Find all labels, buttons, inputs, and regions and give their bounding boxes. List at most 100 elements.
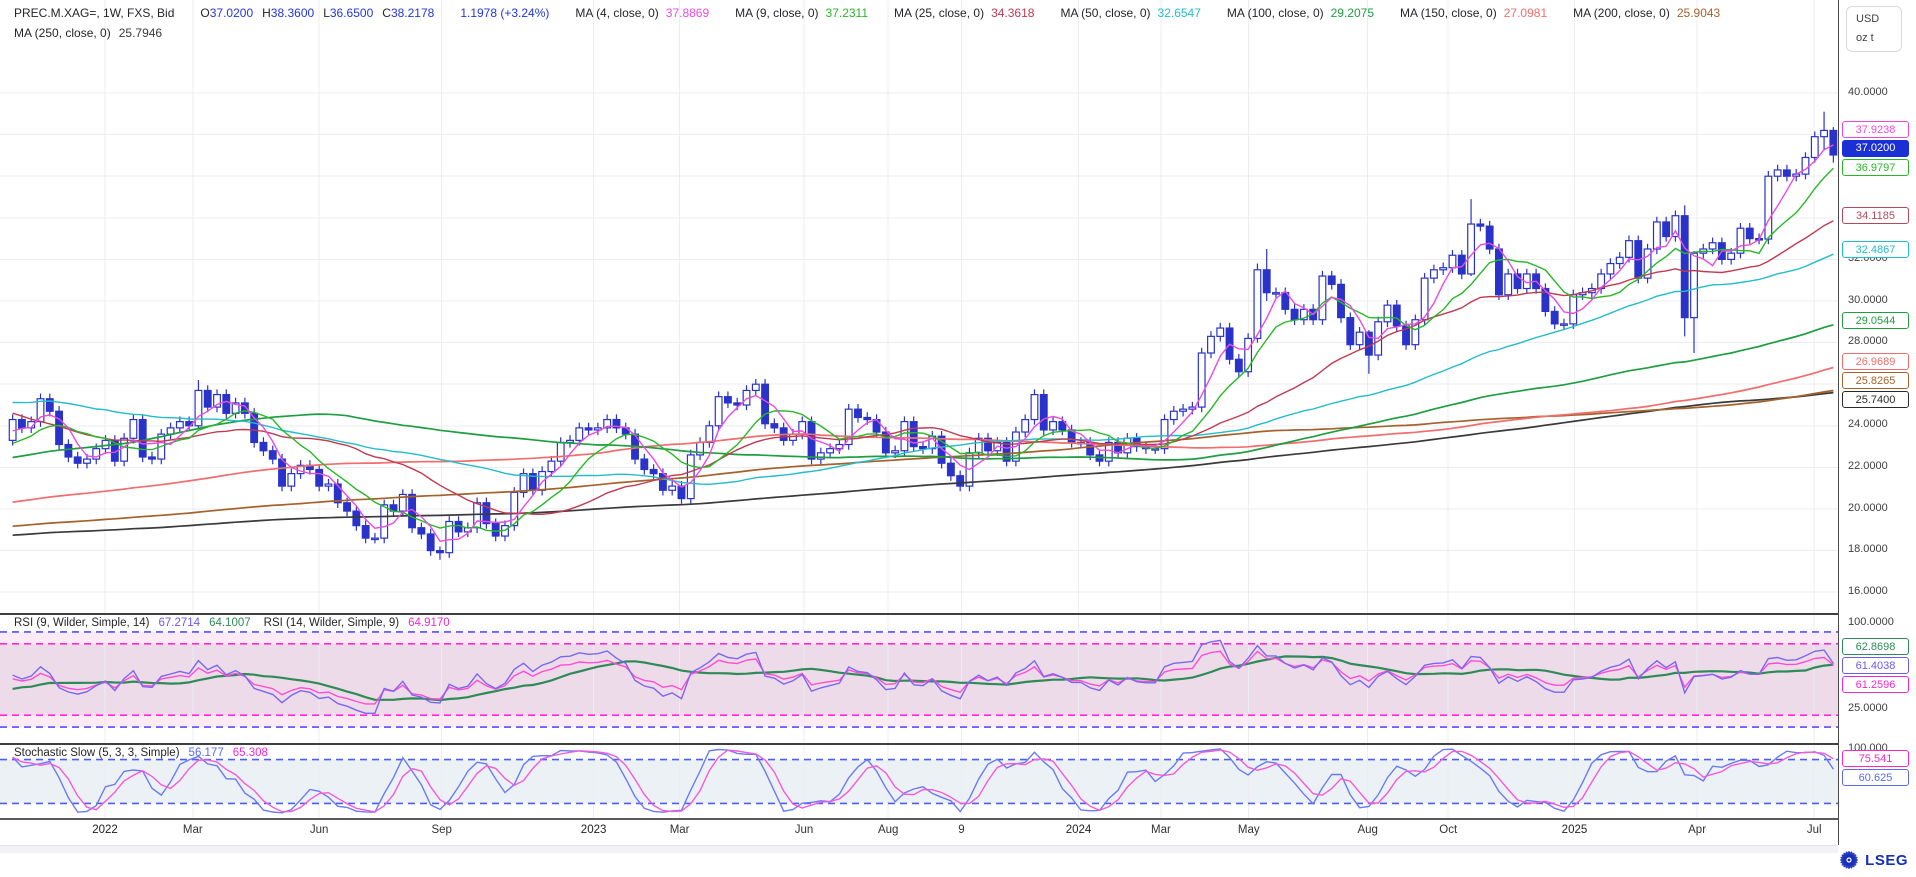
- ma-line-4: [12, 144, 1834, 542]
- time-axis-label: Aug: [1357, 824, 1378, 836]
- ma250-label: MA (250, close, 0): [14, 26, 111, 40]
- chart-legend-row1: PREC.M.XAG=, 1W, FXS, Bid O37.0200 H38.36…: [14, 6, 1720, 20]
- ma-line-50: [12, 253, 1834, 486]
- rsi-stoch-divider[interactable]: [0, 743, 1838, 745]
- y-tick-main: 28.0000: [1848, 335, 1888, 348]
- ma-legend-item-100: MA (100, close, 0) 29.2075: [1226, 6, 1375, 20]
- axis-badge: 60.625: [1842, 769, 1909, 787]
- y-tick-main: 18.0000: [1848, 543, 1888, 556]
- ma-legend-item-9: MA (9, close, 0) 37.2311: [735, 6, 869, 20]
- chart-legend-row2: MA (250, close, 0) 25.7946: [14, 26, 162, 40]
- ohlc-token: C38.2178: [382, 6, 435, 20]
- ma-legend-item-200: MA (200, close, 0) 25.9043: [1573, 6, 1721, 20]
- time-axis-label: Mar: [1150, 824, 1171, 836]
- rsi-9-line: [12, 639, 1834, 714]
- axis-badge: 37.0200: [1842, 140, 1909, 158]
- ma-legend: MA (4, close, 0) 37.8869 MA (9, close, 0) 3…: [575, 6, 1720, 20]
- time-axis-label: Jul: [1806, 824, 1822, 836]
- axis-badge: 29.0544: [1842, 312, 1909, 330]
- y-tick-rsi: 25.0000: [1848, 701, 1888, 714]
- stochastic-legend: Stochastic Slow (5, 3, 3, Simple) 56.177…: [14, 747, 268, 759]
- rsi-value-fast: 67.2714: [158, 617, 201, 629]
- price-axis[interactable]: 40.000032.000030.000028.000024.000022.00…: [1839, 0, 1916, 845]
- ma-line-25: [12, 220, 1834, 516]
- ohlc-values: O37.0200 H38.3600 L36.6500 C38.2178: [200, 6, 434, 20]
- time-axis-label: Jun: [309, 824, 329, 836]
- ma-legend-item-4: MA (4, close, 0) 37.8869: [575, 6, 710, 20]
- stoch-label: Stochastic Slow (5, 3, 3, Simple): [14, 747, 180, 759]
- lseg-logo: LSEG: [1838, 849, 1908, 871]
- rsi-value-smooth: 64.1007: [209, 617, 251, 629]
- time-axis-label: 2022: [92, 824, 118, 836]
- main-price-chart[interactable]: [0, 0, 1838, 613]
- rsi2-value: 64.9170: [408, 617, 450, 629]
- ohlc-token: L36.6500: [323, 6, 374, 20]
- axis-badge: 62.8698: [1842, 637, 1909, 655]
- rsi-panel-chart[interactable]: [0, 615, 1838, 743]
- y-tick-rsi: 100.0000: [1848, 615, 1894, 628]
- rsi-14-line: [12, 650, 1834, 705]
- stochastic-panel-chart[interactable]: [0, 745, 1838, 818]
- change-value: 1.1978 (+3.24%): [460, 6, 550, 20]
- time-axis-label: May: [1237, 824, 1260, 836]
- time-axis-label: Oct: [1439, 824, 1458, 836]
- axis-badge: 34.1185: [1842, 206, 1909, 224]
- time-axis-label: Mar: [182, 824, 203, 836]
- rsi2-label: RSI (14, Wilder, Simple, 9): [263, 617, 400, 629]
- time-axis-label: Aug: [877, 824, 899, 836]
- lseg-rosette-icon: [1840, 851, 1859, 869]
- ma-legend-item-25: MA (25, close, 0) 34.3618: [894, 6, 1035, 20]
- unit-currency: USD: [1856, 13, 1880, 25]
- axis-badge: 25.8265: [1842, 371, 1909, 389]
- axis-badge: 25.7400: [1842, 390, 1909, 408]
- axis-badge: 36.9797: [1842, 159, 1909, 177]
- stoch-d-value: 65.308: [232, 747, 268, 759]
- price-axis-border: [1838, 0, 1839, 845]
- time-axis-label: 2025: [1561, 824, 1588, 836]
- y-tick-main: 30.0000: [1848, 293, 1888, 306]
- stoch-k-line: [12, 748, 1834, 814]
- bottom-scroll-strip[interactable]: [0, 845, 1838, 853]
- axis-badge: 26.9689: [1842, 352, 1909, 370]
- ma-line-150: [12, 366, 1834, 504]
- ma-legend-item-150: MA (150, close, 0) 27.0981: [1400, 6, 1548, 20]
- y-tick-main: 16.0000: [1848, 584, 1888, 597]
- main-rsi-divider[interactable]: [0, 613, 1838, 615]
- ma-legend-item-50: MA (50, close, 0) 32.6547: [1060, 6, 1201, 20]
- axis-badge: 32.4867: [1842, 240, 1909, 258]
- ma-line-250: [12, 391, 1834, 537]
- y-tick-main: 20.0000: [1848, 501, 1888, 514]
- time-axis-label: 2023: [580, 824, 607, 836]
- time-axis-label: 2024: [1065, 824, 1092, 836]
- time-axis-label: 9: [958, 824, 965, 836]
- time-axis-label: Mar: [669, 824, 690, 836]
- axis-badge: 61.2596: [1842, 675, 1909, 693]
- axis-badge: 75.541: [1842, 750, 1909, 768]
- ma-line-9: [12, 167, 1834, 532]
- instrument-title: PREC.M.XAG=, 1W, FXS, Bid: [14, 6, 175, 20]
- stoch-bottom-axis-line: [0, 818, 1838, 820]
- time-axis[interactable]: 2022 Mar Jun Sep 2023 Mar Jun Aug 9 2024 Mar May Aug…: [0, 818, 1838, 845]
- time-axis-label: Apr: [1688, 824, 1707, 836]
- ohlc-token: H38.3600: [262, 6, 315, 20]
- axis-badge: 37.9238: [1842, 121, 1909, 139]
- rsi-smooth-line: [12, 655, 1834, 702]
- ma-line-200: [12, 389, 1834, 528]
- ma250-value: 25.7946: [118, 26, 163, 40]
- unit-measure: oz t: [1856, 32, 1874, 44]
- rsi-legend: RSI (9, Wilder, Simple, 14) 67.2714 64.1…: [14, 617, 450, 629]
- stoch-k-value: 56.177: [188, 747, 224, 759]
- y-tick-main: 24.0000: [1848, 418, 1888, 431]
- rsi-label: RSI (9, Wilder, Simple, 14): [14, 617, 150, 629]
- stoch-d-line: [12, 749, 1834, 813]
- time-axis-label: Sep: [431, 824, 452, 836]
- y-tick-main: 40.0000: [1848, 85, 1888, 98]
- ma-line-100: [12, 323, 1834, 461]
- axis-badge: 61.4038: [1842, 656, 1909, 674]
- candlesticks: [8, 111, 1838, 560]
- y-tick-main: 22.0000: [1848, 459, 1888, 472]
- time-axis-label: Jun: [794, 824, 814, 836]
- unit-box: USD oz t: [1846, 6, 1902, 52]
- ohlc-token: O37.0200: [200, 6, 254, 20]
